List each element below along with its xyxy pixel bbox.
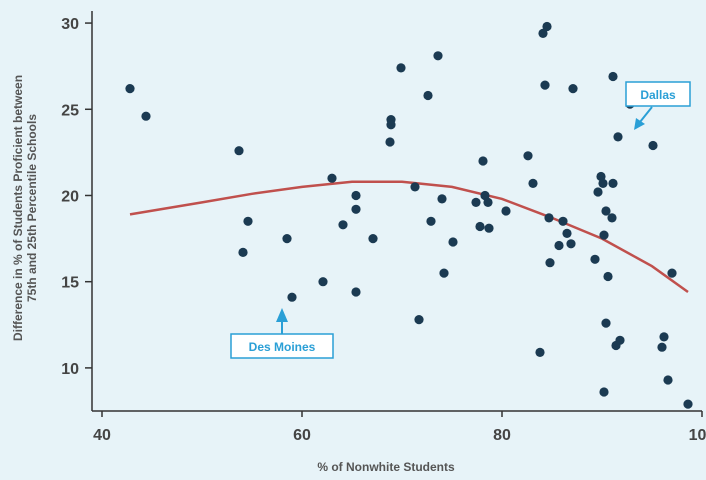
callout-des-moines: Des Moines bbox=[230, 308, 334, 359]
data-point bbox=[243, 216, 253, 226]
x-tick-label: 100 bbox=[689, 427, 706, 444]
y-axis-title-line-1: Difference in % of Students Proficient b… bbox=[11, 75, 25, 341]
data-point bbox=[603, 271, 613, 282]
data-point bbox=[423, 90, 433, 101]
callout-des-moines-arrowhead bbox=[276, 308, 288, 322]
data-point bbox=[538, 28, 548, 38]
data-point bbox=[141, 111, 151, 121]
data-point bbox=[535, 347, 545, 357]
data-point bbox=[667, 268, 677, 278]
data-point bbox=[426, 216, 436, 226]
data-point bbox=[338, 220, 348, 230]
data-point bbox=[471, 197, 481, 207]
data-point bbox=[607, 213, 617, 223]
data-point bbox=[439, 268, 449, 278]
callout-des-moines-label: Des Moines bbox=[249, 340, 316, 354]
data-point bbox=[598, 178, 608, 188]
data-point bbox=[282, 234, 292, 244]
data-point bbox=[613, 132, 623, 142]
data-point bbox=[568, 84, 578, 94]
x-tick-label: 40 bbox=[93, 427, 111, 444]
data-point bbox=[238, 247, 248, 257]
data-point bbox=[437, 194, 447, 204]
data-point bbox=[596, 171, 606, 182]
data-point bbox=[542, 21, 552, 32]
y-tick-label: 15 bbox=[61, 275, 79, 292]
data-point bbox=[484, 223, 494, 233]
data-point bbox=[386, 120, 396, 130]
data-point bbox=[351, 204, 361, 214]
data-point bbox=[414, 315, 424, 325]
data-point bbox=[558, 216, 568, 226]
y-axis-title: Difference in % of Students Proficient b… bbox=[11, 75, 39, 341]
data-point bbox=[590, 254, 600, 264]
data-point bbox=[433, 51, 443, 61]
callout-des-moines-box bbox=[230, 333, 334, 359]
data-point bbox=[318, 277, 328, 287]
y-tick-label: 25 bbox=[61, 102, 79, 119]
data-point bbox=[523, 151, 533, 161]
data-point bbox=[125, 84, 135, 94]
data-point bbox=[601, 206, 611, 216]
data-point bbox=[599, 230, 609, 240]
data-point bbox=[410, 182, 420, 192]
data-point bbox=[351, 287, 361, 297]
callout-dallas-box bbox=[625, 81, 691, 107]
data-point bbox=[327, 173, 337, 183]
data-point bbox=[608, 71, 618, 82]
data-point bbox=[657, 342, 667, 352]
data-point bbox=[448, 237, 458, 247]
data-point bbox=[683, 399, 693, 409]
x-ticks: 40 60 80 100 bbox=[93, 411, 706, 444]
data-point bbox=[615, 335, 625, 345]
data-point bbox=[544, 213, 554, 223]
x-tick-label: 60 bbox=[293, 427, 311, 444]
data-point bbox=[528, 178, 538, 188]
data-point bbox=[608, 178, 618, 188]
data-point bbox=[475, 221, 485, 232]
data-point bbox=[540, 80, 550, 90]
y-ticks: 10 15 20 25 30 bbox=[61, 16, 92, 378]
y-axis-title-line-2: 75th and 25th Percentile Schools bbox=[25, 114, 39, 302]
data-point bbox=[287, 292, 297, 302]
data-points bbox=[125, 21, 693, 409]
callout-dallas-arrow bbox=[639, 106, 653, 123]
data-point bbox=[396, 63, 406, 73]
callout-dallas: Dallas bbox=[625, 81, 691, 130]
data-point bbox=[599, 387, 609, 397]
data-point bbox=[593, 187, 603, 197]
data-point bbox=[234, 146, 244, 156]
y-tick-label: 10 bbox=[61, 361, 79, 378]
data-point bbox=[562, 228, 572, 238]
data-point bbox=[566, 239, 576, 249]
data-point bbox=[545, 258, 555, 268]
y-tick-label: 30 bbox=[61, 16, 79, 33]
data-point bbox=[385, 137, 395, 147]
data-point bbox=[554, 240, 564, 251]
x-axis-title: % of Nonwhite Students bbox=[317, 460, 455, 474]
data-point bbox=[480, 190, 490, 201]
data-point bbox=[483, 197, 493, 207]
y-tick-label: 20 bbox=[61, 188, 79, 205]
data-point bbox=[351, 190, 361, 201]
data-point bbox=[501, 206, 511, 216]
data-point bbox=[663, 375, 673, 385]
data-point bbox=[659, 332, 669, 342]
callout-dallas-label: Dallas bbox=[640, 88, 676, 102]
data-point bbox=[368, 234, 378, 244]
data-point bbox=[478, 156, 488, 166]
x-tick-label: 80 bbox=[493, 427, 511, 444]
data-point bbox=[601, 318, 611, 328]
callout-dallas-arrowhead bbox=[634, 118, 645, 130]
data-point bbox=[648, 140, 658, 151]
